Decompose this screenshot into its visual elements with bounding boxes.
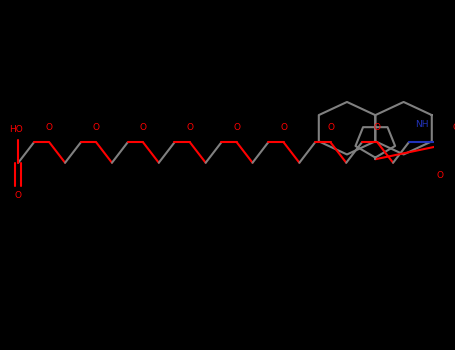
Text: O: O	[140, 123, 147, 132]
Text: O: O	[15, 191, 22, 201]
Text: NH: NH	[415, 120, 429, 130]
Text: O: O	[187, 123, 193, 132]
Text: O: O	[436, 171, 444, 180]
Text: O: O	[233, 123, 240, 132]
Text: O: O	[46, 123, 53, 132]
Text: O: O	[327, 123, 334, 132]
Text: O: O	[280, 123, 287, 132]
Text: O: O	[93, 123, 100, 132]
Text: HO: HO	[9, 125, 23, 134]
Text: O: O	[452, 123, 455, 132]
Text: O: O	[374, 123, 381, 132]
